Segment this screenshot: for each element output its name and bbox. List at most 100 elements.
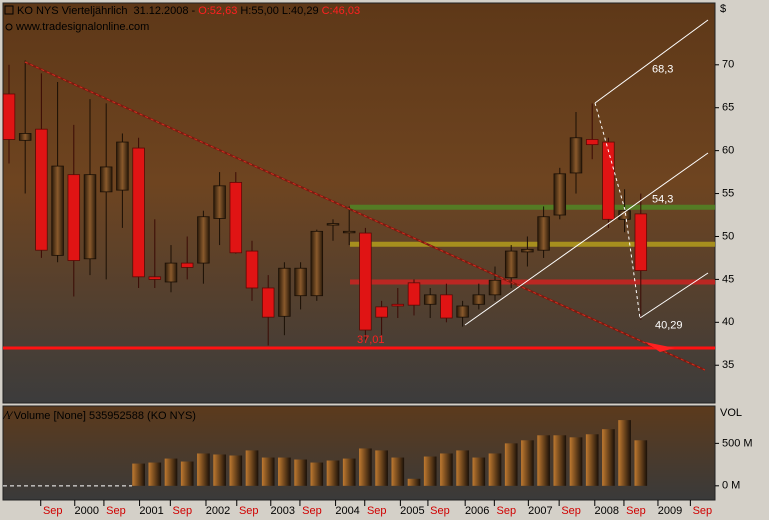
channel-line: [639, 272, 709, 319]
volume-bar: [618, 420, 631, 486]
volume-bar: [391, 457, 405, 486]
candle-body: [456, 305, 469, 318]
volume-bar: [537, 435, 550, 486]
x-tick-label: Sep: [43, 505, 63, 517]
annotation: 54,3: [652, 193, 673, 205]
candle-body: [197, 216, 210, 264]
x-tick-label: Sep: [626, 505, 646, 517]
title: KO NYS Vierteljährlich: [17, 5, 127, 17]
x-tick-label: Sep: [106, 505, 126, 517]
candle-body: [553, 173, 567, 216]
candle-body: [423, 294, 437, 305]
volume-bar: [294, 459, 307, 486]
volume-bar: [602, 429, 615, 486]
x-tick-label: 2005: [400, 505, 424, 517]
candle-body: [440, 294, 453, 319]
x-tick-label: Sep: [302, 505, 322, 517]
annotation: 40,29: [655, 320, 683, 332]
volume-bar: [229, 455, 243, 486]
candle-body: [261, 287, 275, 318]
x-tick-label: Sep: [367, 505, 387, 517]
x-tick-label: Sep: [239, 505, 259, 517]
volume-bar: [521, 440, 534, 486]
candle-body: [18, 133, 32, 141]
volume-bar: [553, 435, 567, 486]
volume-bar: [634, 440, 648, 486]
volume-bar: [310, 462, 324, 486]
volume-bar: [148, 462, 162, 486]
volume-bar: [132, 463, 145, 486]
sep: -: [192, 5, 196, 17]
candle-body: [51, 165, 64, 256]
volume-bar: [180, 461, 194, 486]
volume-bar: [585, 434, 599, 486]
candle-body: [67, 174, 81, 261]
candle-body: [375, 306, 388, 318]
annotation: 37,01: [357, 334, 385, 346]
candle-body: [245, 250, 259, 289]
header: KO NYS Vierteljährlich 31.12.2008- O:52,63…: [17, 5, 360, 17]
source-icon: [5, 23, 13, 31]
candle-body: [569, 137, 583, 174]
y-tick-label: 70: [722, 59, 734, 71]
candle-body: [132, 147, 145, 278]
volume-bar: [261, 457, 275, 486]
x-tick-label: 2001: [139, 505, 163, 517]
volume-axis-title: VOL: [720, 407, 742, 419]
x-tick-label: 2003: [271, 505, 295, 517]
volume-bar: [245, 450, 259, 486]
y-tick-label: 45: [722, 273, 734, 285]
candle-body: [2, 93, 16, 140]
candle-body: [391, 303, 405, 307]
plot-layer: 35 40 45 50 55 60 65 70 Sep 2000 Sep 2001 Sep 2002 Sep…: [2, 59, 753, 517]
channel-line: [594, 19, 709, 104]
volume-bar: [488, 453, 502, 486]
x-tick-label: 2006: [465, 505, 489, 517]
volume-bar: [213, 454, 226, 486]
volume-title: ⁄\⁄ Volume [None] 535952588 (KO NYS): [2, 410, 196, 422]
volume-bar: [359, 448, 372, 486]
candle-body: [35, 128, 48, 251]
high: H:55,00: [240, 5, 279, 17]
candle-body: [180, 262, 194, 268]
candle-body: [342, 230, 356, 234]
volume-bar: [326, 460, 340, 486]
source: www.tradesignalonline.com: [15, 21, 149, 33]
arrow: [645, 342, 675, 352]
open: O:52,63: [198, 5, 237, 17]
y-tick-label: 35: [722, 359, 734, 371]
x-tick-label: Sep: [430, 505, 450, 517]
y-tick-label: 0 M: [722, 480, 740, 492]
y-tick-label: 50: [722, 230, 734, 242]
volume-bar: [440, 453, 453, 486]
candle-body: [488, 279, 502, 296]
date: 31.12.2008: [133, 5, 188, 17]
candle-body: [537, 216, 550, 251]
candle-body: [504, 250, 518, 279]
volume-bar: [278, 457, 291, 486]
candle-body: [213, 185, 226, 219]
icon: ⁄\⁄: [2, 410, 14, 422]
candle-body: [602, 141, 615, 220]
candle-body: [148, 276, 162, 280]
candle-body: [83, 174, 97, 260]
x-tick-label: Sep: [173, 505, 193, 517]
y-tick-label: 500 M: [722, 437, 753, 449]
candle-body: [359, 232, 372, 331]
channel-line: [464, 152, 709, 326]
candle-body: [278, 267, 291, 317]
unit: $: [720, 3, 726, 15]
low: L:40,29: [282, 5, 319, 17]
close: C:46,03: [322, 5, 361, 17]
candle-body: [585, 139, 599, 146]
candle-body: [164, 262, 178, 283]
x-tick-label: 2002: [206, 505, 230, 517]
volume-bar: [569, 437, 583, 486]
candle-body: [634, 213, 648, 271]
candle-body: [229, 181, 243, 254]
x-tick-label: 2009: [658, 505, 682, 517]
volume-bar: [472, 457, 486, 486]
candle-body: [618, 210, 631, 220]
volume-bar: [504, 443, 518, 486]
